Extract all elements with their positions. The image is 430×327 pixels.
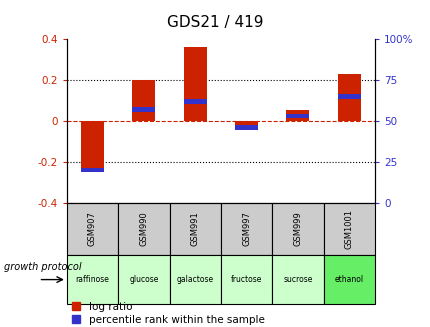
Legend: log ratio, percentile rank within the sample: log ratio, percentile rank within the sa… [72,302,264,325]
Text: GSM907: GSM907 [88,212,97,246]
Bar [81,168,104,172]
Text: ethanol: ethanol [334,275,363,284]
Bar [169,203,220,255]
Bar [67,203,118,255]
Text: sucrose: sucrose [283,275,312,284]
Bar [337,94,360,99]
Bar [118,255,169,304]
Bar [234,125,258,130]
Bar [272,255,323,304]
Text: GSM997: GSM997 [242,212,251,246]
Text: GSM991: GSM991 [190,212,199,246]
Bar [132,107,155,112]
Text: raffinose: raffinose [75,275,109,284]
Bar [169,255,220,304]
Text: GSM999: GSM999 [293,212,302,246]
Bar [337,74,360,121]
Bar [286,110,309,121]
Bar [272,203,323,255]
Text: growth protocol: growth protocol [4,262,82,271]
Bar [323,203,374,255]
Bar [220,255,272,304]
Text: fructose: fructose [230,275,261,284]
Bar [220,203,272,255]
Bar [81,121,104,171]
Text: galactose: galactose [176,275,213,284]
Bar [286,114,309,118]
Text: glucose: glucose [129,275,158,284]
Text: GSM1001: GSM1001 [344,209,353,249]
Bar [234,121,258,125]
Bar [323,255,374,304]
Bar [183,99,206,104]
Bar [67,255,118,304]
Text: GDS21 / 419: GDS21 / 419 [167,15,263,30]
Bar [118,203,169,255]
Bar [132,80,155,121]
Bar [183,47,206,121]
Text: GSM990: GSM990 [139,212,148,246]
